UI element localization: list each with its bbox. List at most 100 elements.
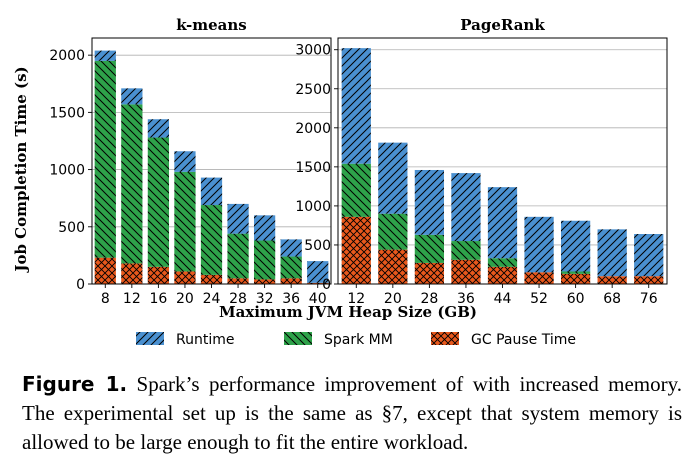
gc-pause-bar	[487, 266, 518, 284]
panel-title: PageRank	[460, 16, 545, 34]
x-tick-label: 28	[229, 291, 247, 307]
x-tick-label: 16	[149, 291, 167, 307]
runtime-bar	[227, 203, 249, 234]
gc-pause-bar	[94, 257, 116, 284]
x-tick-label: 44	[494, 291, 512, 307]
caption-label: Figure 1.	[22, 372, 128, 396]
runtime-bar	[597, 229, 627, 277]
legend-swatch	[284, 332, 312, 345]
plot-frame	[337, 37, 668, 285]
runtime-bar	[451, 173, 481, 242]
y-tick-label: 0	[76, 277, 85, 293]
spark-mm-bar	[253, 240, 276, 280]
gc-pause-bar	[414, 262, 445, 284]
runtime-bar	[524, 216, 554, 273]
y-tick-label: 1500	[295, 160, 331, 176]
runtime-bar	[487, 187, 518, 259]
x-axis-label: Maximum JVM Heap Size (GB)	[219, 303, 477, 321]
x-tick-label: 28	[420, 291, 438, 307]
y-tick-label: 2000	[49, 48, 85, 64]
y-tick-label: 2500	[295, 82, 331, 98]
gc-pause-bar	[560, 273, 591, 284]
spark-mm-bar	[174, 171, 196, 272]
runtime-bar	[414, 169, 445, 235]
x-tick-label: 24	[203, 291, 221, 307]
y-tick-label: 2000	[295, 121, 331, 137]
runtime-bar	[94, 50, 116, 61]
runtime-bar	[378, 142, 408, 214]
spark-mm-bar	[121, 104, 143, 264]
gc-pause-bar	[227, 278, 249, 284]
spark-mm-bar	[94, 60, 116, 258]
figure: 8 12 16 20 24 28 32 36 400500100015002000k-means…	[12, 16, 668, 348]
spark-mm-bar	[280, 256, 302, 279]
x-tick-label: 32	[256, 291, 274, 307]
runtime-bar	[121, 88, 143, 105]
x-tick-label: 36	[282, 291, 300, 307]
x-tick-label: 40	[309, 291, 327, 307]
runtime-bar	[174, 151, 196, 172]
y-tick-label: 3000	[295, 43, 331, 59]
x-tick-label: 68	[603, 291, 621, 307]
legend-item-spark-mm: Spark MM	[284, 332, 393, 348]
gc-pause-bar	[121, 263, 143, 284]
runtime-bar	[341, 48, 371, 164]
y-tick-label: 1500	[49, 105, 85, 121]
legend-swatch	[431, 332, 459, 345]
spark-mm-bar	[341, 163, 371, 217]
spark-mm-bar	[227, 233, 249, 279]
runtime-bar	[634, 234, 664, 277]
y-tick-label: 0	[322, 277, 331, 293]
runtime-bar	[147, 119, 170, 138]
gc-pause-bar	[174, 271, 196, 284]
gc-pause-bar	[280, 278, 302, 284]
runtime-bar	[307, 261, 329, 283]
spark-mm-bar	[378, 213, 408, 250]
legend-label: GC Pause Time	[471, 332, 576, 348]
y-tick-label: 500	[58, 220, 85, 236]
x-tick-label: 76	[640, 291, 658, 307]
spark-mm-bar	[147, 137, 170, 267]
spark-mm-bar	[200, 205, 223, 275]
x-tick-label: 20	[176, 291, 194, 307]
legend: Runtime Spark MM GC Pause Time	[136, 332, 576, 348]
spark-mm-bar	[414, 234, 445, 263]
gc-pause-bar	[378, 249, 408, 284]
runtime-bar	[560, 220, 591, 272]
x-tick-label: 60	[567, 291, 585, 307]
gc-pause-bar	[451, 259, 481, 284]
pagerank-panel: 12 20 28 36 44 52 60 68 76 0 500 1000 1500 2000 2500 30…	[295, 16, 668, 307]
gc-pause-bar	[634, 276, 664, 284]
plot-frame	[91, 37, 332, 285]
figure-caption: Figure 1. Spark’s performance improvemen…	[22, 370, 682, 457]
caption-text: Spark’s performance improvement of with …	[22, 372, 682, 454]
legend-swatch	[136, 332, 164, 345]
gc-pause-bar	[307, 282, 329, 284]
runtime-bar	[253, 215, 276, 241]
x-tick-label: 52	[530, 291, 548, 307]
gc-pause-bar	[253, 279, 276, 284]
x-tick-label: 12	[123, 291, 141, 307]
gc-pause-bar	[524, 272, 554, 284]
legend-label: Runtime	[176, 332, 234, 348]
y-tick-label: 1000	[49, 163, 85, 179]
spark-mm-bar	[487, 258, 518, 267]
x-tick-label: 12	[347, 291, 365, 307]
legend-item-gc: GC Pause Time	[431, 332, 576, 348]
x-tick-label: 8	[101, 291, 110, 307]
panel-title: k-means	[176, 16, 247, 34]
legend-item-runtime: Runtime	[136, 332, 234, 348]
y-tick-label: 500	[304, 238, 331, 254]
gc-pause-bar	[341, 216, 371, 284]
gc-pause-bar	[147, 266, 170, 284]
spark-mm-bar	[560, 271, 591, 274]
y-tick-label: 1000	[295, 199, 331, 215]
runtime-bar	[280, 239, 302, 257]
x-tick-label: 20	[384, 291, 402, 307]
gc-pause-bar	[200, 274, 223, 284]
runtime-bar	[200, 177, 223, 206]
legend-label: Spark MM	[324, 332, 393, 348]
spark-mm-bar	[451, 241, 481, 260]
x-tick-label: 36	[457, 291, 475, 307]
